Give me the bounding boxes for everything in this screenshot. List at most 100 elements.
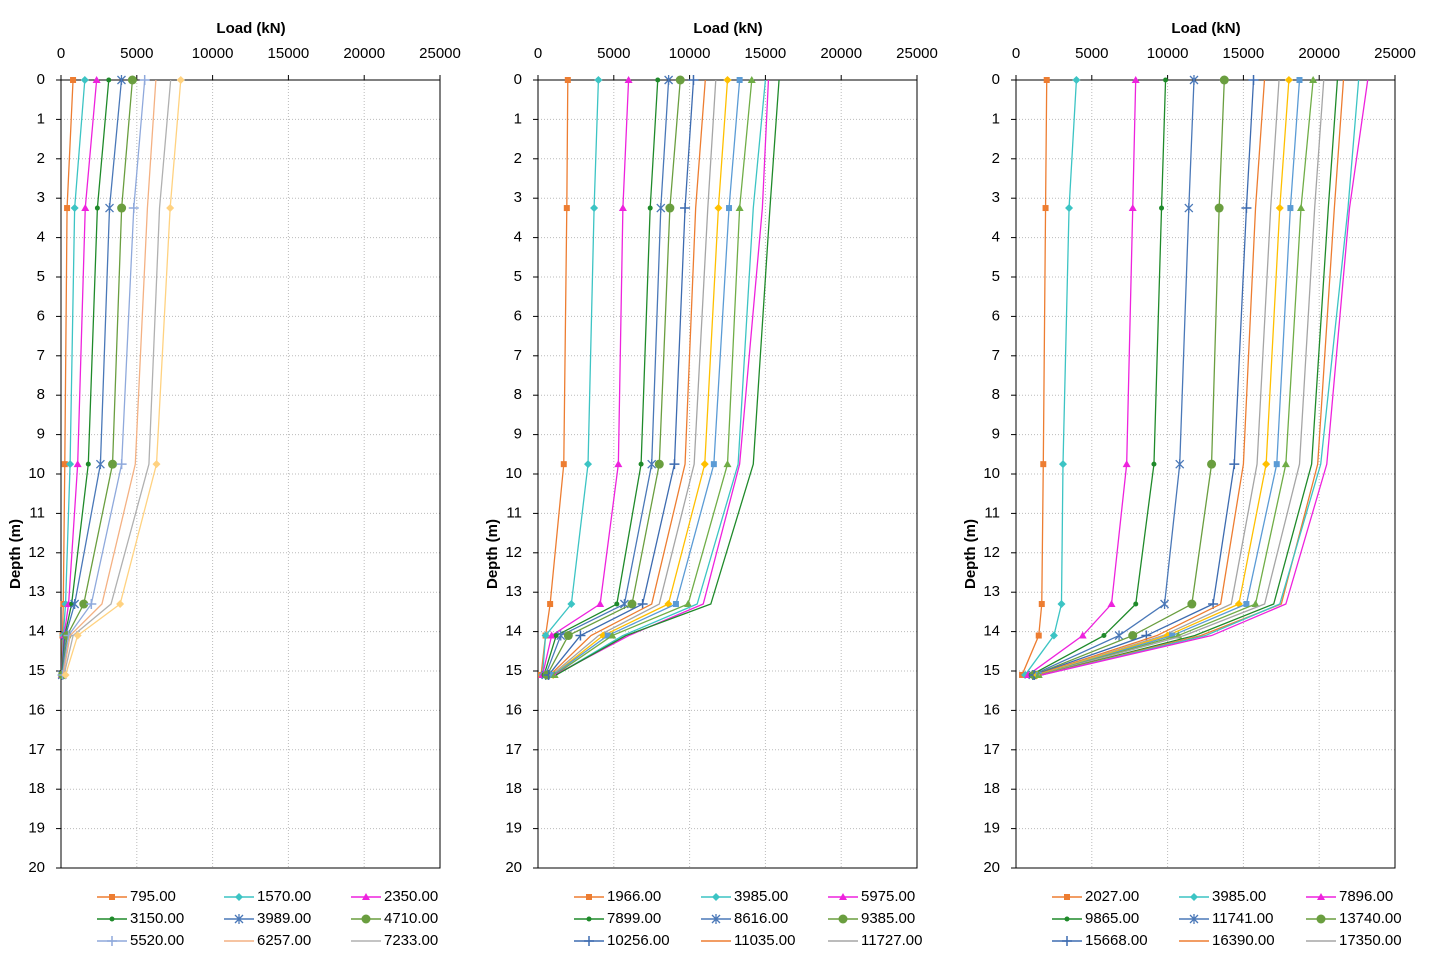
series-line [543,79,659,676]
marker [61,461,68,468]
marker [1297,204,1306,212]
y-tick-label: 18 [28,780,45,797]
series-line [1027,79,1137,676]
marker [586,894,592,900]
marker [590,204,599,213]
legend-label: 2027.00 [1085,888,1139,905]
marker [73,631,82,640]
legend-label: 15668.00 [1085,932,1148,949]
marker [1207,459,1217,469]
marker [553,633,559,639]
x-tick-label: 15000 [745,45,787,62]
y-tick-label: 8 [37,386,45,403]
y-tick-label: 15 [28,662,45,679]
marker [637,599,648,610]
marker [1219,75,1229,85]
marker [541,631,550,640]
marker [64,205,71,212]
marker [106,77,112,83]
marker [1057,600,1066,609]
legend-label: 3985.00 [1212,888,1266,905]
marker [1058,460,1067,469]
series-line [544,79,670,676]
y-tick-label: 2 [992,150,1000,167]
marker [1064,916,1070,922]
marker [675,75,685,85]
series-line [1035,79,1266,676]
marker [680,203,691,214]
series-line [1024,79,1078,676]
x-tick-label: 10000 [1147,45,1189,62]
x-tick-label: 0 [534,45,542,62]
series-line [1021,79,1048,676]
marker [647,205,653,211]
marker [656,203,666,214]
y-tick-label: 5 [514,268,522,285]
y-tick-label: 16 [505,701,522,718]
legend-label: 8616.00 [734,910,788,927]
legend-label: 6257.00 [257,932,311,949]
series-line [1040,79,1339,676]
y-tick-label: 15 [505,662,522,679]
marker [1065,204,1074,213]
series-line [1041,79,1369,676]
y-tick-label: 10 [505,465,522,482]
x-tick-label: 15000 [1223,45,1265,62]
y-tick-label: 19 [28,820,45,837]
x-tick-label: 25000 [1374,45,1416,62]
series-line [541,79,630,676]
y-tick-label: 11 [506,504,522,521]
marker [1042,205,1049,212]
y-tick-label: 0 [992,71,1000,88]
marker [647,459,657,470]
marker [838,914,848,924]
marker [594,76,603,84]
marker [575,630,586,641]
marker [1273,461,1280,468]
series-line [549,79,706,676]
marker [117,203,127,213]
y-tick-label: 7 [514,347,522,364]
series-line [63,79,172,676]
marker [736,77,743,83]
y-tick-label: 19 [505,820,522,837]
x-tick-label: 25000 [896,45,938,62]
y-tick-label: 10 [983,465,1000,482]
marker [79,599,89,609]
x-tick-label: 10000 [192,45,234,62]
y-tick-label: 10 [28,465,45,482]
marker [139,75,150,85]
series-line [1038,79,1325,676]
y-tick-label: 16 [28,701,45,718]
marker [1287,205,1294,212]
marker [63,630,74,641]
marker [1131,76,1140,83]
y-tick-label: 0 [514,71,522,88]
y-tick-label: 6 [514,307,522,324]
y-tick-label: 7 [37,347,45,364]
marker [1214,203,1224,213]
marker [747,76,756,83]
y-tick-label: 2 [514,150,522,167]
marker [1040,461,1047,468]
x-axis-title: Load (kN) [216,20,285,37]
marker [105,203,114,214]
y-tick-label: 20 [983,859,1000,876]
marker [1189,914,1199,924]
x-tick-label: 20000 [820,45,862,62]
y-tick-label: 11 [29,504,45,521]
legend-label: 11727.00 [861,932,922,949]
legend-label: 3985.00 [734,888,788,905]
marker [584,936,594,946]
marker [1309,76,1318,83]
marker [608,631,617,639]
marker [1122,460,1131,468]
y-tick-label: 12 [505,544,522,561]
marker [584,460,593,469]
series-line [1030,79,1167,676]
y-tick-label: 9 [37,426,45,443]
series-line [554,79,770,676]
series-line [64,79,182,676]
